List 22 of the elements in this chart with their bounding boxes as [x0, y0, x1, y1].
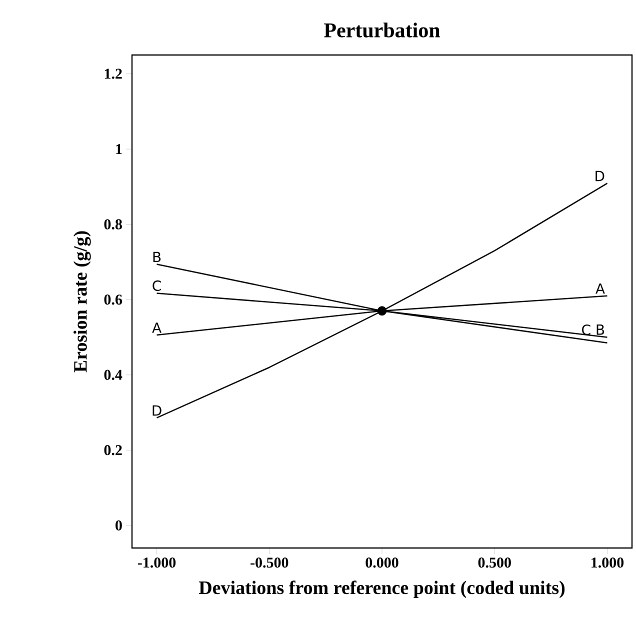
text: B [596, 324, 604, 335]
x-tick-label: -1.000 [138, 558, 176, 568]
text: A [596, 283, 605, 294]
x-tick-label: 0.000 [366, 558, 398, 568]
series-label: A [152, 322, 162, 333]
y-tick-label: 0.4 [104, 370, 122, 380]
y-axis-title: Erosion rate (g/g) [73, 231, 91, 372]
y-tick-label: 0.6 [104, 294, 122, 305]
y-tick-label: 0 [116, 520, 122, 530]
y-tick-label: 0.8 [104, 219, 122, 230]
text: D [596, 170, 604, 182]
series-label: B [153, 252, 161, 262]
y-tick-label: 1.2 [104, 68, 122, 79]
x-tick-label: 0.500 [478, 558, 511, 568]
x-tick-label: 1.000 [592, 558, 624, 568]
chart-title: Perturbation [324, 22, 440, 38]
x-axis-title: Deviations from reference point (coded units) [198, 580, 565, 598]
text: C [152, 280, 161, 292]
y-tick-label: 1 [116, 144, 122, 154]
x-tick-label: -0.500 [250, 558, 288, 568]
y-tick-label: 0.2 [104, 445, 122, 456]
series-label: D [152, 405, 162, 416]
